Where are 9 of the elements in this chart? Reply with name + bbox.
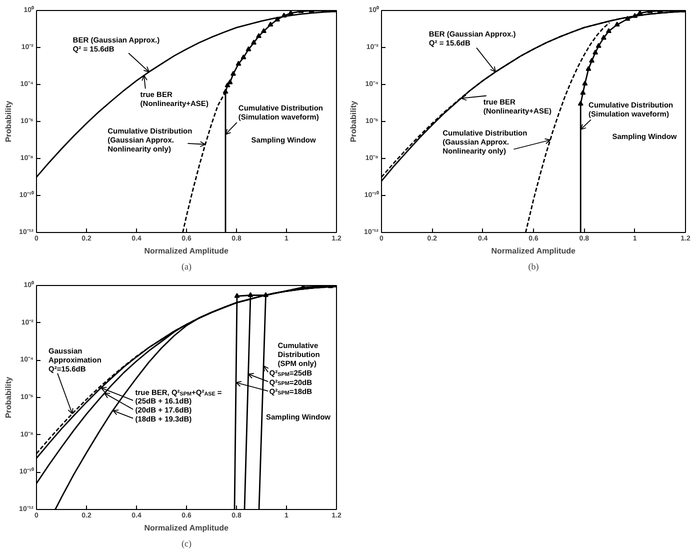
text: (c) — [182, 538, 192, 548]
y-axis-title: Probability — [4, 100, 14, 142]
text: (b) — [528, 262, 539, 272]
text: (a) — [182, 262, 192, 272]
y-axis-title: Probability — [349, 100, 358, 142]
x-axis-title: Normalized Amplitude — [491, 246, 576, 256]
x-axis-title: Normalized Amplitude — [144, 246, 229, 256]
y-axis-title: Probability — [4, 376, 14, 418]
x-axis-title: Normalized Amplitude — [144, 524, 229, 532]
